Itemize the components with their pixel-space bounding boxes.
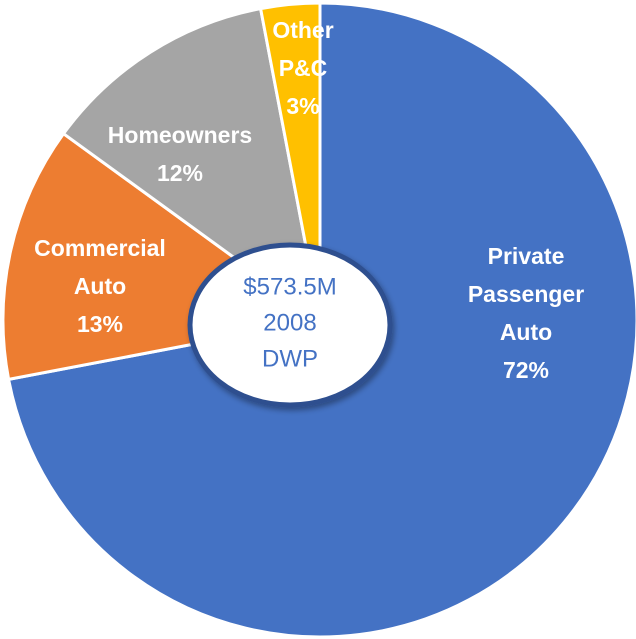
slice-label-line: Commercial xyxy=(34,235,166,261)
slice-label-line: Auto xyxy=(500,319,552,345)
slice-label: Homeowners xyxy=(108,122,252,148)
slice-label-line: P&C xyxy=(279,55,328,81)
value-label: 72% xyxy=(503,357,549,383)
center-text: 2008 xyxy=(263,309,316,336)
slice-label: Other P&C xyxy=(272,17,333,81)
slice xyxy=(258,1,322,321)
slice xyxy=(61,6,323,324)
value-label: 13% xyxy=(77,311,123,337)
center-hole xyxy=(187,242,393,408)
value-label: 3% xyxy=(286,93,319,119)
center-text: DWP xyxy=(262,345,318,372)
center-text: $573.5M xyxy=(243,273,336,300)
labels: Private Passenger Auto 72% Commercial Auto 13%… xyxy=(34,17,584,383)
value-label: 12% xyxy=(157,160,203,186)
slice-label-line: Private xyxy=(488,243,565,269)
slice-label-line: Homeowners xyxy=(108,122,252,148)
slice-label-line: Auto xyxy=(74,273,126,299)
slice-label: Private Passenger Auto xyxy=(468,243,584,345)
slice-label-line: Other xyxy=(272,17,333,43)
slice-label: Commercial Auto xyxy=(34,235,166,299)
slice-label-line: Passenger xyxy=(468,281,584,307)
